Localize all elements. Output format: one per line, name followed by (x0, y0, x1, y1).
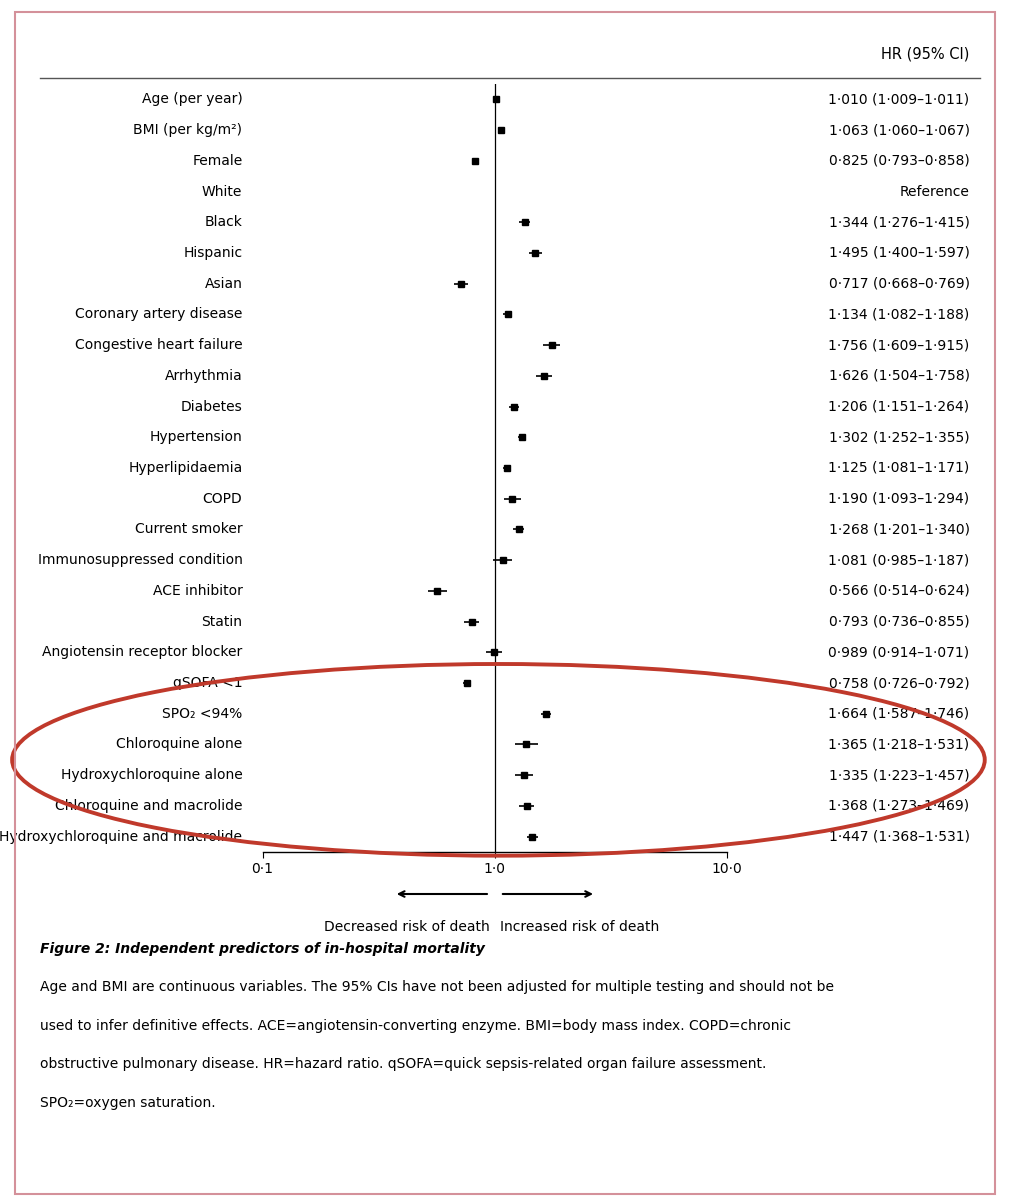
Text: 0·758 (0·726–0·792): 0·758 (0·726–0·792) (829, 676, 970, 690)
Text: Angiotensin receptor blocker: Angiotensin receptor blocker (42, 646, 242, 659)
Text: ACE inhibitor: ACE inhibitor (153, 584, 242, 598)
Text: 1·063 (1·060–1·067): 1·063 (1·060–1·067) (828, 124, 970, 137)
Text: 0·566 (0·514–0·624): 0·566 (0·514–0·624) (829, 584, 970, 598)
Text: 1·190 (1·093–1·294): 1·190 (1·093–1·294) (828, 492, 970, 505)
Text: 1·134 (1·082–1·188): 1·134 (1·082–1·188) (828, 307, 970, 322)
Text: White: White (202, 185, 242, 198)
Text: 0·989 (0·914–1·071): 0·989 (0·914–1·071) (828, 646, 970, 659)
Text: 1·335 (1·223–1·457): 1·335 (1·223–1·457) (829, 768, 970, 782)
Text: Coronary artery disease: Coronary artery disease (75, 307, 242, 322)
Text: Congestive heart failure: Congestive heart failure (75, 338, 242, 352)
Text: Decreased risk of death: Decreased risk of death (324, 920, 490, 935)
Text: Immunosuppressed condition: Immunosuppressed condition (37, 553, 242, 568)
Text: Age (per year): Age (per year) (141, 92, 242, 107)
Text: 1·206 (1·151–1·264): 1·206 (1·151–1·264) (828, 400, 970, 414)
Text: Hypertension: Hypertension (149, 431, 242, 444)
Text: 1·302 (1·252–1·355): 1·302 (1·252–1·355) (829, 431, 970, 444)
Text: 1·125 (1·081–1·171): 1·125 (1·081–1·171) (828, 461, 970, 475)
Text: Hydroxychloroquine alone: Hydroxychloroquine alone (61, 768, 242, 782)
Text: obstructive pulmonary disease. HR=hazard ratio. qSOFA=quick sepsis-related organ: obstructive pulmonary disease. HR=hazard… (40, 1057, 767, 1072)
Text: Hispanic: Hispanic (183, 246, 242, 260)
Text: 1·756 (1·609–1·915): 1·756 (1·609–1·915) (828, 338, 970, 352)
Text: Chloroquine alone: Chloroquine alone (116, 738, 242, 751)
Text: 1·368 (1·273–1·469): 1·368 (1·273–1·469) (828, 799, 970, 812)
Text: 1·495 (1·400–1·597): 1·495 (1·400–1·597) (829, 246, 970, 260)
Text: 1·268 (1·201–1·340): 1·268 (1·201–1·340) (828, 522, 970, 536)
Text: 1·664 (1·587–1·746): 1·664 (1·587–1·746) (828, 707, 970, 721)
Text: SPO₂ <94%: SPO₂ <94% (163, 707, 242, 721)
Text: 0·825 (0·793–0·858): 0·825 (0·793–0·858) (829, 154, 970, 168)
Text: HR (95% CI): HR (95% CI) (881, 47, 970, 61)
Text: 1·365 (1·218–1·531): 1·365 (1·218–1·531) (828, 738, 970, 751)
Text: qSOFA <1: qSOFA <1 (173, 676, 242, 690)
Text: 1·081 (0·985–1·187): 1·081 (0·985–1·187) (828, 553, 970, 568)
Text: Female: Female (192, 154, 242, 168)
Text: 0·793 (0·736–0·855): 0·793 (0·736–0·855) (829, 614, 970, 629)
Text: Black: Black (204, 215, 242, 229)
Text: COPD: COPD (203, 492, 242, 505)
Text: Hydroxychloroquine and macrolide: Hydroxychloroquine and macrolide (0, 829, 242, 844)
Text: Diabetes: Diabetes (181, 400, 242, 414)
Text: Figure 2: Independent predictors of in-hospital mortality: Figure 2: Independent predictors of in-h… (40, 942, 485, 956)
Text: Age and BMI are continuous variables. The 95% CIs have not been adjusted for mul: Age and BMI are continuous variables. Th… (40, 980, 834, 995)
Text: Increased risk of death: Increased risk of death (500, 920, 660, 935)
Text: BMI (per kg/m²): BMI (per kg/m²) (133, 124, 242, 137)
Text: Current smoker: Current smoker (134, 522, 242, 536)
Text: used to infer definitive effects. ACE=angiotensin-converting enzyme. BMI=body ma: used to infer definitive effects. ACE=an… (40, 1019, 792, 1033)
Text: Chloroquine and macrolide: Chloroquine and macrolide (55, 799, 242, 812)
Text: 0·717 (0·668–0·769): 0·717 (0·668–0·769) (828, 277, 970, 290)
Text: Asian: Asian (204, 277, 242, 290)
Text: SPO₂=oxygen saturation.: SPO₂=oxygen saturation. (40, 1096, 216, 1110)
Text: 1·010 (1·009–1·011): 1·010 (1·009–1·011) (828, 92, 970, 107)
Text: 1·344 (1·276–1·415): 1·344 (1·276–1·415) (829, 215, 970, 229)
Text: Reference: Reference (900, 185, 970, 198)
Text: Statin: Statin (201, 614, 242, 629)
Text: 1·626 (1·504–1·758): 1·626 (1·504–1·758) (828, 368, 970, 383)
Text: Arrhythmia: Arrhythmia (165, 368, 242, 383)
Text: 1·447 (1·368–1·531): 1·447 (1·368–1·531) (828, 829, 970, 844)
Text: Hyperlipidaemia: Hyperlipidaemia (128, 461, 242, 475)
